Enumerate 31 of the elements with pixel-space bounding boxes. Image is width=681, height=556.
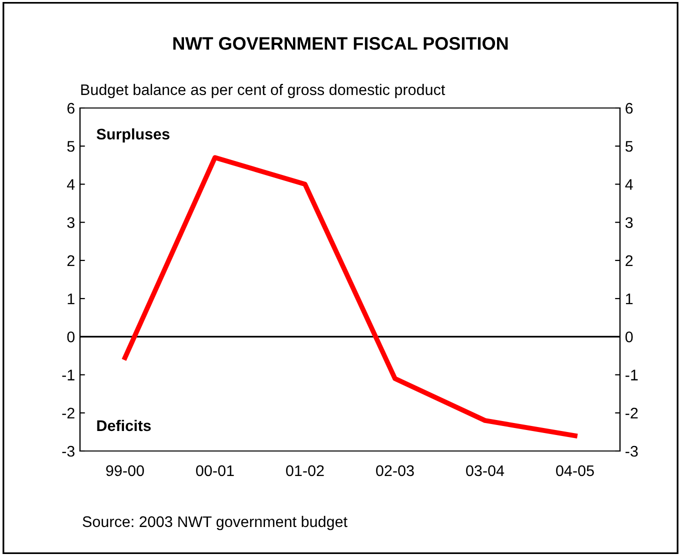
x-tick-label: 00-01	[196, 465, 234, 476]
y-tick-label: 6	[67, 102, 74, 114]
y2-tick-label: -3	[626, 446, 638, 457]
y2-tick-label: 0	[625, 332, 633, 342]
y2-tick-label: 1	[626, 294, 633, 304]
y-tick-label: 0	[67, 332, 75, 342]
y-tick-label: 4	[66, 179, 75, 190]
y2-tick-label: -2	[626, 408, 638, 418]
y2-tick-label: 2	[626, 255, 633, 266]
y2-tick-label: 5	[625, 141, 633, 152]
y-tick-label: 1	[68, 294, 74, 304]
x-tick-label: 02-03	[376, 465, 414, 476]
y-tick-label: -1	[62, 370, 74, 380]
y2-tick-label: 4	[625, 179, 633, 190]
y-tick-label: 5	[67, 141, 74, 152]
chart-title: NWT GOVERNMENT FISCAL POSITION	[173, 37, 508, 50]
x-tick-label: 04-05	[556, 465, 594, 476]
annotation: Surpluses	[96, 128, 170, 143]
chart-subtitle: Budget balance as per cent of gross domestic product	[81, 84, 446, 98]
y2-tick-label: 3	[625, 217, 633, 228]
y-tick-label: -3	[62, 446, 74, 457]
y2-tick-label: -1	[626, 370, 638, 380]
y-tick-label: -2	[62, 408, 74, 418]
y-tick-label: 3	[67, 217, 74, 228]
x-tick-label: 01-02	[286, 465, 324, 476]
y-tick-label: 2	[67, 255, 74, 266]
annotation: Deficits	[97, 420, 151, 432]
x-tick-label: 03-04	[466, 465, 504, 476]
x-tick-label: 99-00	[106, 465, 144, 476]
source-note: Source: 2003 NWT government budget	[82, 516, 348, 530]
y2-tick-label: 6	[626, 102, 633, 114]
